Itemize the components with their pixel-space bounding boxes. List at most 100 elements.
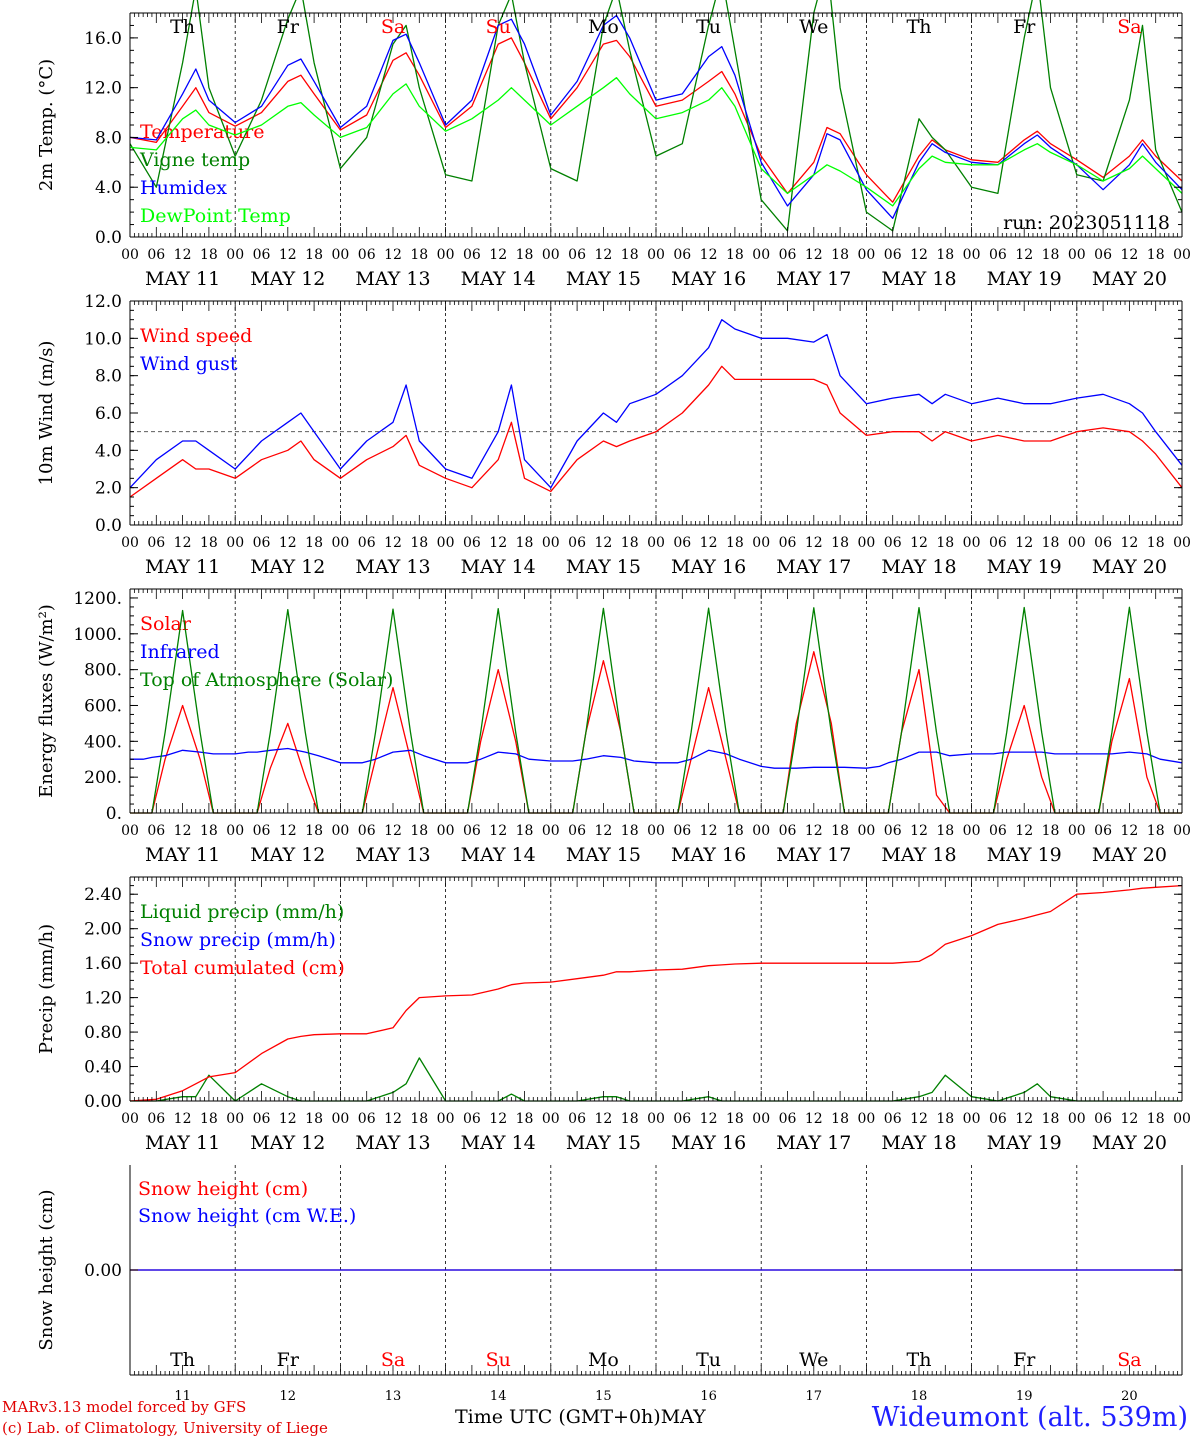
hour-tick-label: 00 <box>226 535 244 551</box>
day-label: MAY 17 <box>776 1132 851 1154</box>
legend-total-cumulated-cm-: Total cumulated (cm) <box>140 957 345 979</box>
weekday-label-bottom: Sa <box>1117 1349 1141 1371</box>
hour-tick-label: 06 <box>147 1111 165 1127</box>
day-label: MAY 20 <box>1092 268 1167 290</box>
hour-tick-label: 06 <box>358 247 376 263</box>
hour-tick-label: 00 <box>121 1111 139 1127</box>
hour-tick-label: 18 <box>831 535 849 551</box>
day-label: MAY 20 <box>1092 844 1167 866</box>
hour-tick-label: 18 <box>305 823 323 839</box>
legend-vigne-temp: Vigne temp <box>139 149 250 171</box>
hour-tick-label: 06 <box>989 823 1007 839</box>
hour-tick-label: 18 <box>726 247 744 263</box>
hour-tick-label: 18 <box>726 1111 744 1127</box>
hour-tick-label: 18 <box>1147 535 1165 551</box>
hour-tick-label: 00 <box>647 823 665 839</box>
hour-tick-label: 00 <box>542 823 560 839</box>
day-label: MAY 20 <box>1092 556 1167 578</box>
day-number-label: 18 <box>911 1389 928 1404</box>
hour-tick-label: 00 <box>963 247 981 263</box>
hour-tick-label: 12 <box>910 1111 928 1127</box>
hour-tick-label: 06 <box>463 535 481 551</box>
y-axis-title: Snow height (cm) <box>36 1189 57 1350</box>
hour-tick-label: 06 <box>884 247 902 263</box>
hour-tick-label: 00 <box>752 1111 770 1127</box>
hour-tick-label: 00 <box>121 823 139 839</box>
weekday-label-top: Mo <box>588 16 619 38</box>
weekday-label-top: Su <box>486 16 511 38</box>
hour-tick-label: 06 <box>463 1111 481 1127</box>
hour-tick-label: 00 <box>226 823 244 839</box>
day-label: MAY 14 <box>461 268 536 290</box>
hour-tick-label: 00 <box>226 1111 244 1127</box>
weekday-label-top: We <box>799 16 828 38</box>
hour-tick-label: 06 <box>568 823 586 839</box>
y-tick-label: 12.0 <box>84 79 122 99</box>
y-axis-title: Energy fluxes (W/m²) <box>36 604 57 798</box>
hour-tick-label: 06 <box>673 823 691 839</box>
hour-tick-label: 12 <box>384 823 402 839</box>
hour-tick-label: 18 <box>831 1111 849 1127</box>
hour-tick-label: 06 <box>253 1111 271 1127</box>
hour-tick-label: 06 <box>1094 823 1112 839</box>
panel-5: Snow height (cm) Snow height (cm W.E.) 0.0… <box>36 1165 1183 1376</box>
y-tick-label: 2.40 <box>84 885 122 905</box>
hour-tick-label: 18 <box>1147 247 1165 263</box>
hour-tick-label: 00 <box>963 535 981 551</box>
weekday-label-top: Sa <box>381 16 405 38</box>
weekday-label-bottom: Fr <box>277 1349 300 1371</box>
y-tick-label: 400. <box>84 732 122 752</box>
weekday-label-top: Th <box>170 16 195 38</box>
hour-tick-label: 12 <box>805 1111 823 1127</box>
day-label: MAY 18 <box>881 268 956 290</box>
hour-tick-label: 18 <box>831 247 849 263</box>
hour-tick-label: 12 <box>489 247 507 263</box>
hour-tick-label: 00 <box>752 535 770 551</box>
hour-tick-label: 06 <box>1094 247 1112 263</box>
hour-tick-label: 00 <box>1173 535 1191 551</box>
hour-tick-label: 06 <box>463 823 481 839</box>
hour-tick-label: 00 <box>437 823 455 839</box>
time-axis-month: MAY <box>660 1406 706 1428</box>
y-tick-label: 1.60 <box>84 954 122 974</box>
y-tick-label: 600. <box>84 696 122 716</box>
hour-tick-label: 00 <box>331 1111 349 1127</box>
hour-tick-label: 12 <box>489 823 507 839</box>
y-tick-label: 0.80 <box>84 1023 122 1043</box>
hour-tick-label: 00 <box>647 1111 665 1127</box>
hour-tick-label: 18 <box>410 823 428 839</box>
y-tick-label: 0.00 <box>84 1092 122 1112</box>
day-label: MAY 14 <box>461 844 536 866</box>
hour-tick-label: 06 <box>147 535 165 551</box>
panel-2: Wind speed Wind gust 0.0 2.0 4.0 6.0 8.0 10.0 12… <box>36 292 1191 578</box>
hour-tick-label: 00 <box>963 1111 981 1127</box>
y-tick-label: 1200. <box>73 589 122 609</box>
day-label: MAY 15 <box>566 268 641 290</box>
day-number-label: 13 <box>385 1389 402 1404</box>
day-label: MAY 11 <box>145 268 220 290</box>
hour-tick-label: 18 <box>936 535 954 551</box>
model-credit: MARv3.13 model forced by GFS <box>2 1398 247 1416</box>
hour-tick-label: 12 <box>1120 1111 1138 1127</box>
hour-tick-label: 06 <box>253 823 271 839</box>
day-label: MAY 16 <box>671 268 746 290</box>
hour-tick-label: 12 <box>384 1111 402 1127</box>
hour-tick-label: 12 <box>174 535 192 551</box>
hour-tick-label: 06 <box>779 247 797 263</box>
hour-tick-label: 00 <box>437 247 455 263</box>
y-tick-label: 10.0 <box>84 329 122 349</box>
day-number-label: 16 <box>700 1389 717 1404</box>
hour-tick-label: 12 <box>1015 823 1033 839</box>
hour-tick-label: 12 <box>700 1111 718 1127</box>
hour-tick-label: 12 <box>805 535 823 551</box>
hour-tick-label: 06 <box>463 247 481 263</box>
hour-tick-label: 06 <box>673 1111 691 1127</box>
legend-humidex: Humidex <box>140 177 227 199</box>
hour-tick-label: 18 <box>1042 535 1060 551</box>
weekday-label-top: Sa <box>1117 16 1141 38</box>
hour-tick-label: 06 <box>147 823 165 839</box>
hour-tick-label: 00 <box>857 247 875 263</box>
day-number-label: 17 <box>806 1389 823 1404</box>
hour-tick-label: 06 <box>1094 535 1112 551</box>
